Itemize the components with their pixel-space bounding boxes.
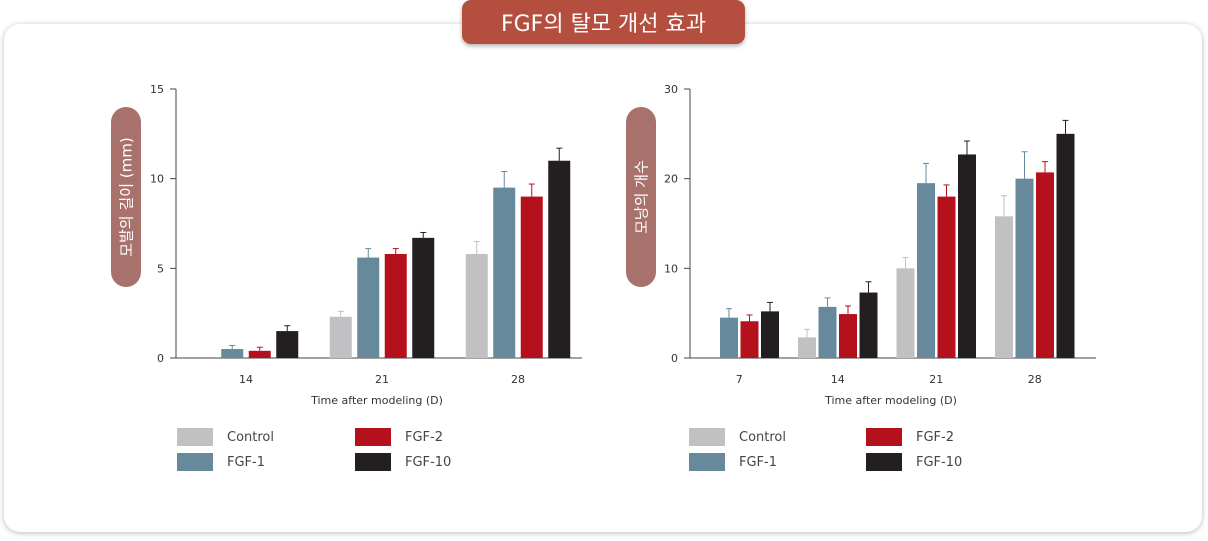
x-tick-label: 14 <box>831 373 845 386</box>
legend-swatch <box>866 428 902 446</box>
x-tick-label: 14 <box>239 373 253 386</box>
legend-item-fgf-2: FGF-2 <box>866 428 954 446</box>
legend-item-fgf-1: FGF-1 <box>177 453 265 471</box>
x-tick-label: 28 <box>511 373 525 386</box>
bar-fgf-2-28 <box>1036 172 1054 358</box>
y-tick-label: 5 <box>157 262 164 275</box>
y-tick-label: 10 <box>664 262 678 275</box>
bar-fgf-1-28 <box>1015 178 1034 358</box>
y-tick-label: 30 <box>664 83 678 96</box>
legend-swatch <box>866 453 902 471</box>
bar-fgf-1-21 <box>357 257 380 358</box>
legend-item-fgf-10: FGF-10 <box>355 453 451 471</box>
x-axis-title: Time after modeling (D) <box>310 394 443 407</box>
x-tick-label: 7 <box>736 373 743 386</box>
bar-fgf-1-14 <box>221 349 244 358</box>
bar-control-14 <box>798 337 816 358</box>
legend-swatch <box>177 453 213 471</box>
bar-control-21 <box>329 316 352 358</box>
legend-item-fgf-1: FGF-1 <box>689 453 777 471</box>
y-tick-label: 0 <box>671 352 678 365</box>
legend-swatch <box>177 428 213 446</box>
bar-fgf-2-28 <box>520 196 543 358</box>
x-axis-title: Time after modeling (D) <box>824 394 957 407</box>
page-title: FGF의 탈모 개선 효과 <box>462 0 745 44</box>
bar-fgf-2-7 <box>740 321 759 358</box>
bar-fgf-10-14 <box>276 331 299 358</box>
legend-item-control: Control <box>689 428 786 446</box>
bar-control-21 <box>896 268 915 358</box>
legend-swatch <box>355 428 391 446</box>
legend-label: FGF-1 <box>227 454 265 470</box>
legend-label: FGF-2 <box>916 429 954 445</box>
bar-fgf-2-14 <box>248 350 271 358</box>
y-tick-label: 20 <box>664 173 678 186</box>
legend-swatch <box>689 428 725 446</box>
bar-control-28 <box>995 216 1013 358</box>
legend-label: FGF-2 <box>405 429 443 445</box>
legend-label: FGF-10 <box>405 454 452 470</box>
bar-fgf-10-28 <box>1056 133 1075 358</box>
bar-fgf-1-21 <box>917 183 935 358</box>
y-tick-label: 15 <box>150 83 164 96</box>
bar-fgf-10-7 <box>761 311 779 358</box>
bar-fgf-2-14 <box>839 314 857 358</box>
y-tick-label: 10 <box>150 173 164 186</box>
y-tick-label: 0 <box>157 352 164 365</box>
x-tick-label: 28 <box>1028 373 1042 386</box>
legend-item-fgf-2: FGF-2 <box>355 428 443 446</box>
legend-item-control: Control <box>177 428 274 446</box>
bar-control-28 <box>465 253 488 358</box>
x-tick-label: 21 <box>929 373 943 386</box>
x-tick-label: 21 <box>375 373 389 386</box>
bar-fgf-2-21 <box>937 196 956 358</box>
bar-fgf-10-21 <box>412 237 435 358</box>
y-axis-label-pill-hair-length: 모발의 길이 (mm) <box>111 107 141 287</box>
legend-label: Control <box>739 429 786 445</box>
legend-item-fgf-10: FGF-10 <box>866 453 962 471</box>
legend-swatch <box>355 453 391 471</box>
bar-fgf-1-7 <box>720 317 738 358</box>
bar-fgf-1-28 <box>493 187 516 358</box>
bar-fgf-2-21 <box>384 253 407 358</box>
bar-fgf-10-21 <box>958 154 976 358</box>
bar-fgf-10-14 <box>859 292 878 358</box>
legend-label: Control <box>227 429 274 445</box>
legend-swatch <box>689 453 725 471</box>
legend-label: FGF-10 <box>916 454 963 470</box>
legend-label: FGF-1 <box>739 454 777 470</box>
bar-fgf-10-28 <box>548 160 571 358</box>
y-axis-label-pill-follicle-count: 모낭의 개수 <box>626 107 656 287</box>
bar-fgf-1-14 <box>818 306 837 358</box>
